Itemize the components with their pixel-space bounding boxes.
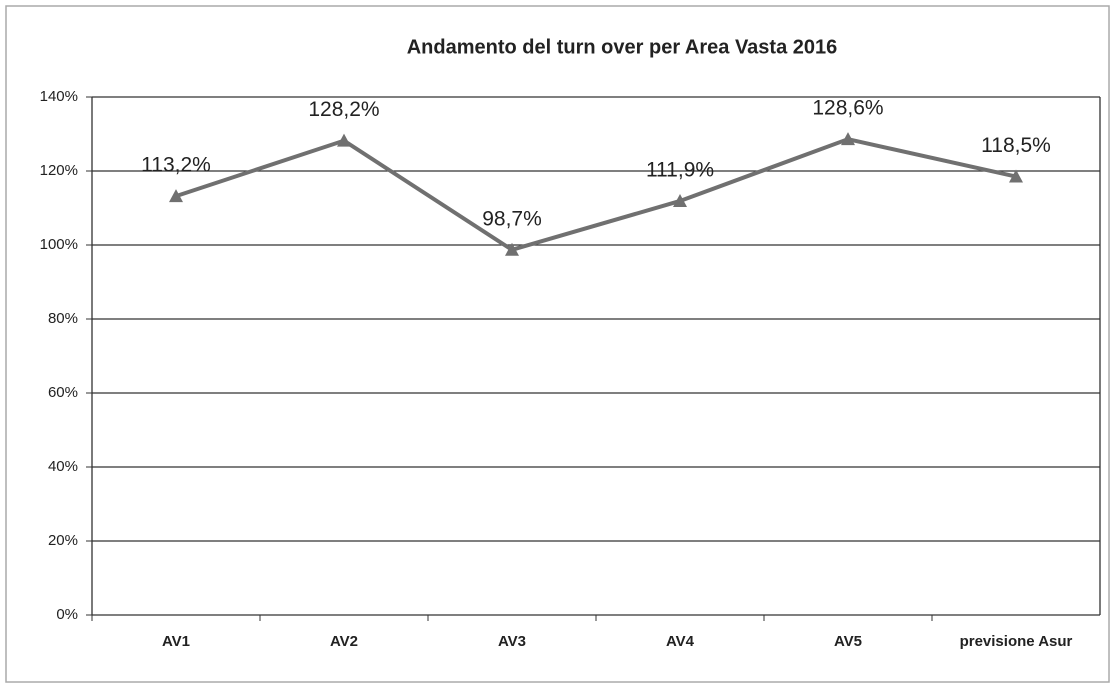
chart-frame	[5, 5, 1110, 683]
x-tick-label: AV2	[330, 633, 358, 650]
y-tick-label: 120%	[40, 162, 78, 179]
data-label: 111,9%	[646, 159, 714, 182]
y-tick-label: 60%	[48, 384, 78, 401]
y-tick-label: 80%	[48, 310, 78, 327]
marker	[1009, 169, 1023, 183]
line	[175, 137, 1017, 252]
y-tick-label: 40%	[48, 458, 78, 475]
marker	[169, 189, 183, 203]
chart-title: Andamento del turn over per Area Vasta 2…	[407, 36, 838, 58]
data-label: 113,2%	[141, 154, 211, 177]
y-tick-label: 20%	[48, 532, 78, 549]
x-tick-label: AV5	[834, 633, 862, 650]
x-tick-label: previsione Asur	[960, 633, 1073, 650]
y-tick-label: 140%	[40, 88, 78, 105]
data-label: 128,2%	[308, 98, 379, 121]
y-tick-label: 0%	[56, 606, 78, 623]
x-tick-label: AV4	[666, 633, 695, 650]
x-tick-label: AV3	[498, 633, 526, 650]
marker	[337, 133, 351, 147]
data-label: 98,7%	[482, 207, 542, 230]
x-tick-label: AV1	[162, 633, 190, 650]
marker	[841, 132, 855, 146]
marker	[505, 242, 519, 256]
marker	[673, 193, 687, 207]
y-tick-label: 100%	[40, 236, 78, 253]
data-label: 118,5%	[981, 134, 1051, 157]
data-label: 128,6%	[812, 97, 883, 120]
